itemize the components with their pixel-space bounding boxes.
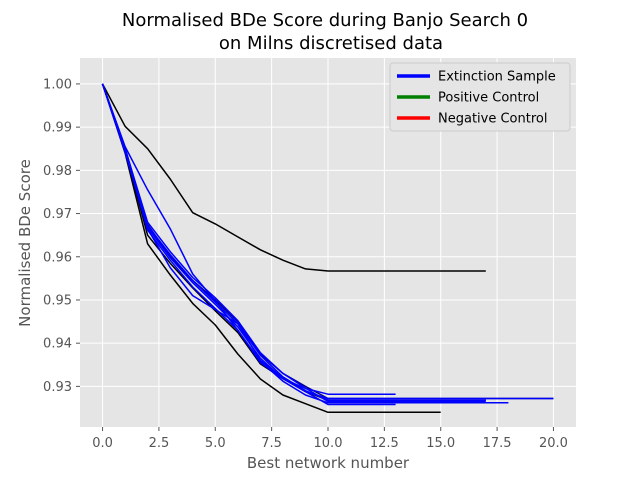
x-tick-label: 0.0 (92, 436, 113, 451)
x-tick-label: 15.0 (426, 436, 455, 451)
legend-label: Extinction Sample (438, 70, 556, 85)
legend-label: Negative Control (438, 112, 547, 127)
chart-title-line1: Normalised BDe Score during Banjo Search… (122, 10, 528, 31)
series-line-7 (101, 83, 509, 404)
chart-title-line2: on Milns discretised data (219, 33, 443, 54)
y-axis-label: Normalised BDe Score (16, 159, 34, 327)
x-tick-label: 5.0 (205, 436, 226, 451)
y-tick-label: 0.96 (43, 250, 72, 265)
y-tick-label: 0.99 (43, 121, 72, 136)
legend-label: Positive Control (438, 91, 539, 106)
x-tick-label: 7.5 (261, 436, 282, 451)
y-tick-label: 0.94 (43, 337, 72, 352)
series-line-1 (101, 83, 486, 272)
x-tick-label: 2.5 (149, 436, 170, 451)
y-axis-ticks: 0.93 0.94 0.95 0.96 0.97 0.98 0.99 1.00 (43, 77, 80, 395)
legend-box (389, 62, 571, 132)
x-tick-label: 10.0 (314, 436, 343, 451)
x-axis-ticks: 0.0 2.5 5.0 7.5 10.0 12.5 15.0 17.5 20.0 (92, 427, 568, 451)
legend: Extinction Sample Positive Control Negativ… (389, 62, 571, 132)
series-line-2 (101, 83, 441, 414)
y-tick-label: 0.93 (43, 380, 72, 395)
x-axis-label: Best network number (247, 454, 410, 472)
x-tick-label: 20.0 (539, 436, 568, 451)
series-line-10 (101, 83, 486, 403)
series-line-9 (101, 83, 554, 400)
y-tick-label: 0.97 (43, 207, 72, 222)
y-tick-label: 1.00 (43, 77, 72, 92)
series-line-8 (101, 83, 486, 401)
y-tick-label: 0.98 (43, 164, 72, 179)
x-tick-label: 12.5 (370, 436, 399, 451)
x-tick-label: 17.5 (483, 436, 512, 451)
y-tick-label: 0.95 (43, 293, 72, 308)
series-group (101, 83, 554, 414)
